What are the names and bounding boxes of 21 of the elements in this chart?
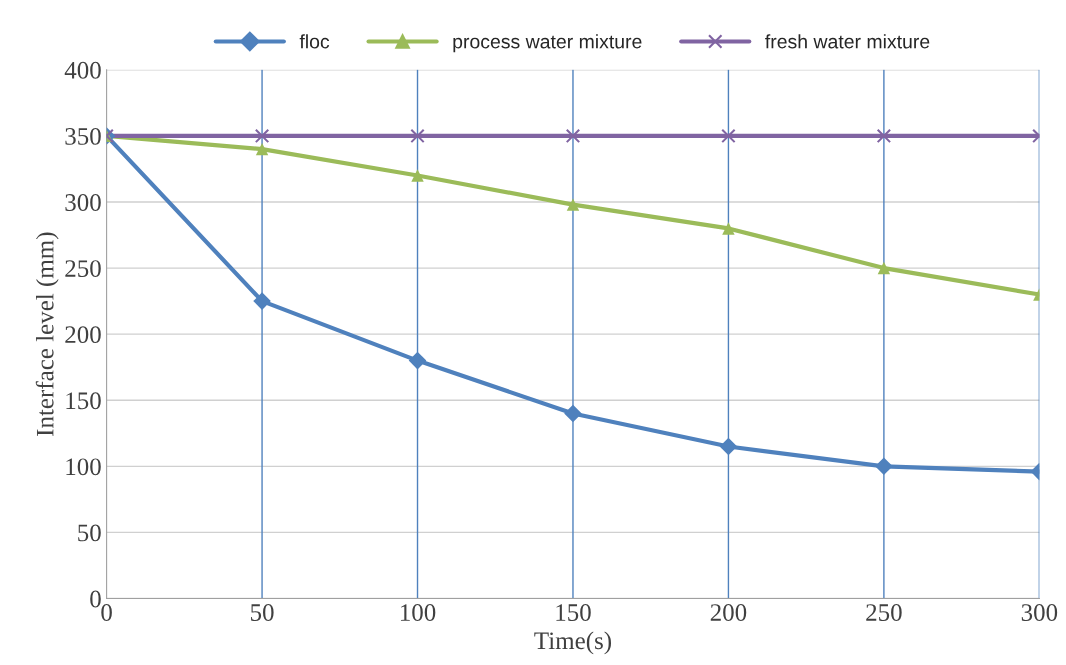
- legend-label: floc: [299, 34, 330, 49]
- legend-label: process water mixture: [453, 34, 642, 53]
- y-tick-label: 300: [65, 194, 101, 211]
- y-tick-label: 50: [78, 524, 101, 542]
- y-tick-label: 150: [66, 392, 101, 410]
- y-axis-title: Interface level (mm): [35, 232, 59, 436]
- y-tick-label: 100: [66, 458, 101, 476]
- x-tick-label: 250: [866, 604, 902, 621]
- x-tick-label: 200: [710, 604, 747, 621]
- x-tick-label: 50: [251, 604, 274, 621]
- x-tick-label: 300: [1021, 604, 1058, 621]
- y-tick-label: 0: [90, 590, 101, 608]
- x-axis-title: Time(s): [534, 631, 612, 655]
- legend-label: fresh water mixture: [765, 34, 930, 49]
- y-tick-label: 200: [65, 326, 101, 344]
- y-tick-label: 350: [65, 127, 101, 145]
- x-tick-label: 0: [101, 604, 112, 621]
- x-tick-label: 100: [400, 604, 436, 621]
- y-tick-label: 400: [64, 61, 101, 79]
- x-tick-label: 150: [556, 604, 591, 621]
- y-tick-label: 250: [65, 260, 101, 277]
